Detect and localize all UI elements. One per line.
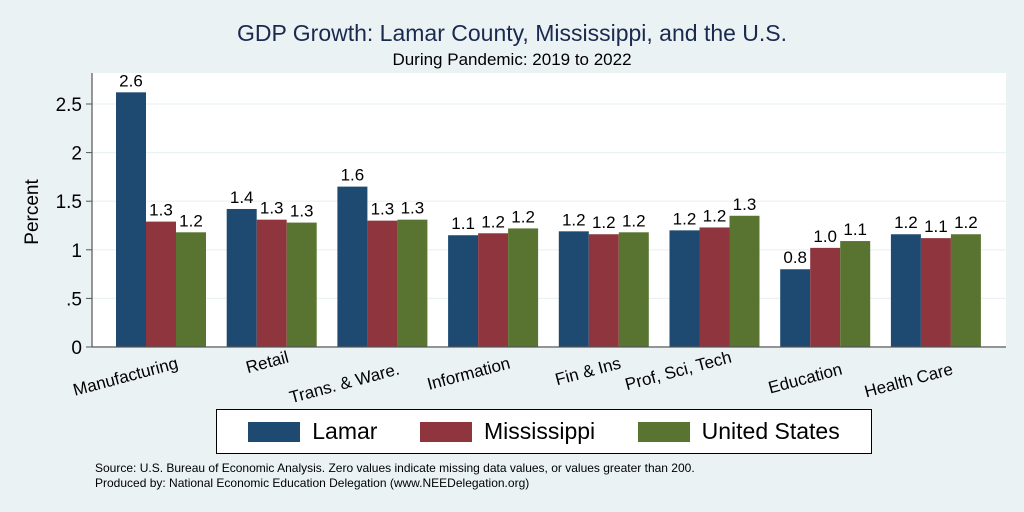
bar-lamar [448,235,479,347]
source-note: Source: U.S. Bureau of Economic Analysis… [95,461,695,475]
bar-united-states [729,215,760,347]
bar-value-label: 1.3 [401,199,425,218]
bar-united-states [397,219,428,347]
bar-mississippi [256,219,287,347]
bar-value-label: 0.8 [783,248,807,267]
bar-value-label: 1.2 [562,210,586,229]
y-axis-label: Percent [22,179,43,245]
bar-value-label: 1.2 [179,211,203,230]
x-tick-label: Information [425,354,512,394]
bar-lamar [780,269,811,347]
bar-value-label: 1.2 [703,206,727,225]
bar-lamar [558,231,589,347]
bar-united-states [176,232,206,347]
x-tick-label: Prof, Sci, Tech [623,348,733,395]
bar-value-label: 1.1 [843,220,867,239]
bar-value-label: 1.3 [149,201,173,220]
x-tick-label: Education [766,360,844,398]
legend-label: Lamar [312,418,378,444]
bar-value-label: 1.0 [813,227,837,246]
bar-lamar [226,208,257,347]
bar-mississippi [367,220,398,347]
bar-value-label: 1.1 [451,214,475,233]
bar-mississippi [478,233,509,347]
bar-value-label: 1.3 [290,202,314,221]
bar-united-states [286,222,317,347]
chart-title: GDP Growth: Lamar County, Mississippi, a… [236,20,788,46]
y-tick-label: 2.5 [56,95,82,116]
produced-by-note: Produced by: National Economic Education… [95,476,530,490]
bar-value-label: 1.6 [341,166,365,185]
bar-value-label: 1.2 [954,213,978,232]
bar-value-label: 1.4 [230,188,254,207]
x-tick-label: Fin & Ins [553,354,623,390]
bar-lamar [669,230,700,347]
legend-item-lamar: Lamar [248,418,377,445]
y-tick-label: 1.5 [56,192,82,213]
y-tick-label: 1 [71,241,82,262]
bar-mississippi [810,247,841,347]
legend-item-mississippi: Mississippi [419,418,596,445]
bar-value-label: 1.2 [622,211,646,230]
x-tick-label: Retail [244,348,291,378]
bar-united-states [618,232,649,347]
bar-lamar [337,186,368,347]
bar-value-label: 1.1 [924,217,948,236]
bar-mississippi [699,227,730,347]
bar-value-label: 1.2 [673,209,697,228]
legend-swatch-mississippi [419,421,472,442]
bar-value-label: 1.3 [371,200,395,219]
x-tick-label: Health Care [862,360,955,402]
legend-label: United States [701,418,840,444]
bar-mississippi [588,234,619,347]
legend-swatch-united-states [637,421,690,442]
bar-value-label: 1.2 [592,213,616,232]
footer-notes: Source: U.S. Bureau of Economic Analysis… [95,461,695,491]
bar-mississippi [146,221,176,347]
y-tick-label: 2 [71,144,82,165]
bar-value-label: 1.2 [894,213,918,232]
bar-lamar [116,92,146,347]
chart-subtitle: During Pandemic: 2019 to 2022 [392,50,632,69]
y-tick-label: 0 [71,338,82,359]
bar-lamar [890,234,921,347]
legend-item-united-states: United States [637,418,840,445]
bar-mississippi [920,238,951,347]
bar-value-label: 1.3 [260,199,284,218]
x-tick-label: Trans. & Ware. [287,360,401,408]
bar-value-label: 1.2 [511,207,535,226]
bar-value-label: 2.6 [119,71,143,90]
legend: Lamar Mississippi United States [216,409,872,454]
bar-value-label: 1.3 [733,195,757,214]
y-tick-label: .5 [66,289,82,310]
legend-swatch-lamar [248,421,301,442]
x-tick-label: Manufacturing [71,354,180,400]
bar-united-states [840,241,871,347]
bar-united-states [950,234,981,347]
bar-value-label: 1.2 [481,212,505,231]
legend-label: Mississippi [483,418,596,444]
bar-united-states [508,228,539,347]
